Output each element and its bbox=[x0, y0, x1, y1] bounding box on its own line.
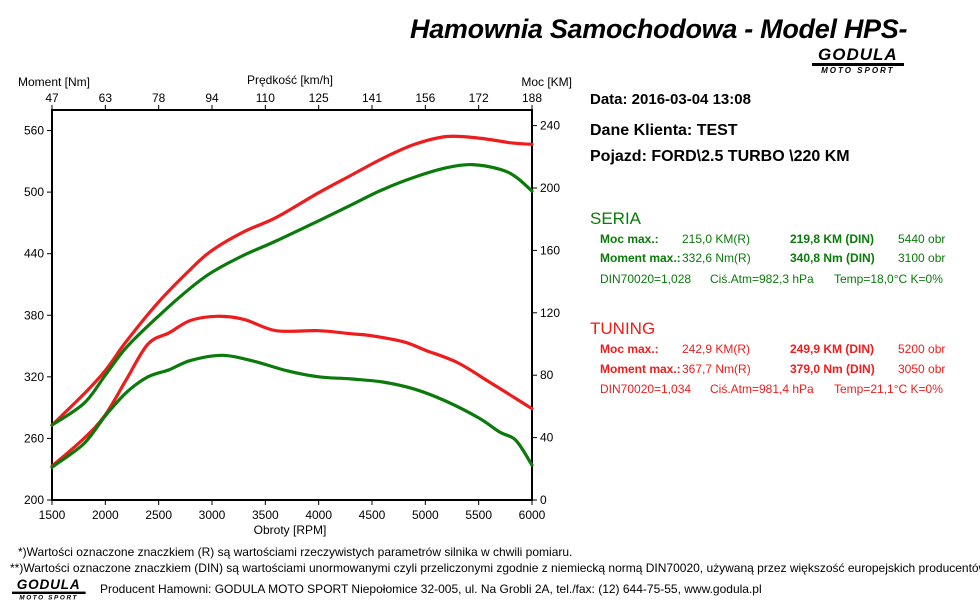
seria-din-factor: DIN70020=1,028 bbox=[600, 272, 692, 286]
tuning-atm: Ciś.Atm=981,4 hPa bbox=[710, 382, 814, 396]
x-tick-label: 4000 bbox=[305, 508, 332, 522]
top-tick-label: 125 bbox=[309, 91, 329, 105]
seria-title: SERIA bbox=[590, 209, 642, 228]
right-tick-label: 40 bbox=[540, 431, 554, 445]
seria-power-r: 215,0 KM(R) bbox=[682, 232, 751, 246]
tuning-title: TUNING bbox=[590, 319, 656, 338]
x-tick-label: 3500 bbox=[252, 508, 279, 522]
right-tick-label: 120 bbox=[540, 306, 560, 320]
x-tick-label: 2500 bbox=[145, 508, 172, 522]
x-tick-label: 5500 bbox=[465, 508, 492, 522]
left-tick-label: 380 bbox=[24, 308, 44, 322]
top-tick-label: 141 bbox=[362, 91, 382, 105]
left-tick-label: 500 bbox=[24, 185, 44, 199]
date-text: Data: 2016-03-04 13:08 bbox=[590, 91, 751, 108]
top-axis-label: Prędkość [km/h] bbox=[247, 73, 333, 87]
seria-atm: Ciś.Atm=982,3 hPa bbox=[710, 272, 814, 286]
x-tick-label: 5000 bbox=[412, 508, 439, 522]
logo-sub-text: MOTO SPORT bbox=[821, 66, 895, 75]
client-text: Dane Klienta: TEST bbox=[590, 122, 738, 139]
producer-text: Producent Hamowni: GODULA MOTO SPORT Nie… bbox=[100, 582, 762, 596]
right-tick-label: 200 bbox=[540, 181, 560, 195]
bottom-axis-label: Obroty [RPM] bbox=[254, 523, 327, 537]
godula-logo-footer: GODULA MOTO SPORT bbox=[12, 578, 86, 602]
left-tick-label: 200 bbox=[24, 493, 44, 507]
top-tick-label: 94 bbox=[205, 91, 219, 105]
left-tick-label: 320 bbox=[24, 370, 44, 384]
tuning-torque-r: 367,7 Nm(R) bbox=[682, 362, 751, 376]
right-tick-label: 160 bbox=[540, 243, 560, 257]
right-tick-label: 240 bbox=[540, 119, 560, 133]
tuning-power-rpm: 5200 obr bbox=[898, 342, 946, 356]
footnote-din: **)Wartości oznaczone znaczkiem (DIN) są… bbox=[10, 561, 980, 575]
seria-temp: Temp=18,0°C K=0% bbox=[834, 272, 943, 286]
x-tick-label: 6000 bbox=[519, 508, 546, 522]
right-axis-label: Moc [KM] bbox=[521, 75, 572, 89]
dyno-chart: Moment [Nm] Prędkość [km/h] Moc [KM] Obr… bbox=[18, 73, 572, 537]
top-tick-label: 47 bbox=[45, 91, 59, 105]
vehicle-text: Pojazd: FORD\2.5 TURBO \220 KM bbox=[590, 148, 850, 165]
godula-logo: GODULA MOTO SPORT bbox=[812, 46, 904, 76]
plot-frame bbox=[51, 109, 533, 501]
tuning-torque-line bbox=[50, 314, 534, 468]
right-tick-label: 80 bbox=[540, 368, 554, 382]
tuning-torque-din: 379,0 Nm (DIN) bbox=[790, 362, 875, 376]
x-tick-label: 1500 bbox=[39, 508, 66, 522]
seria-torque-din: 340,8 Nm (DIN) bbox=[790, 251, 875, 265]
seria-torque-line bbox=[50, 353, 534, 469]
x-tick-label: 4500 bbox=[359, 508, 386, 522]
footer-logo-main-text: GODULA bbox=[12, 578, 86, 594]
footer-logo-sub-text: MOTO SPORT bbox=[19, 594, 79, 602]
seria-torque-r: 332,6 Nm(R) bbox=[682, 251, 751, 265]
top-tick-label: 63 bbox=[99, 91, 113, 105]
left-tick-label: 440 bbox=[24, 247, 44, 261]
tuning-din-factor: DIN70020=1,034 bbox=[600, 382, 692, 396]
seria-power-rpm: 5440 obr bbox=[898, 232, 946, 246]
footnote-r: *)Wartości oznaczone znaczkiem (R) są wa… bbox=[18, 545, 573, 559]
tuning-power-r: 242,9 KM(R) bbox=[682, 342, 751, 356]
left-tick-label: 560 bbox=[24, 124, 44, 138]
tuning-power-label: Moc max.: bbox=[600, 342, 659, 356]
tuning-torque-label: Moment max.: bbox=[600, 362, 681, 376]
seria-torque-rpm: 3100 obr bbox=[898, 251, 946, 265]
top-tick-label: 172 bbox=[469, 91, 489, 105]
right-tick-label: 0 bbox=[540, 493, 547, 507]
seria-power-line bbox=[50, 162, 534, 427]
tuning-temp: Temp=21,1°C K=0% bbox=[834, 382, 943, 396]
logo-main-text: GODULA bbox=[812, 46, 904, 66]
x-tick-label: 2000 bbox=[92, 508, 119, 522]
axis-ticks: 1500 2000 2500 3000 3500 4000 4500 5000 5500 6000… bbox=[24, 91, 560, 522]
tuning-power-line bbox=[50, 134, 534, 427]
left-axis-label: Moment [Nm] bbox=[18, 75, 90, 89]
seria-torque-label: Moment max.: bbox=[600, 251, 681, 265]
x-tick-label: 3000 bbox=[199, 508, 226, 522]
seria-power-label: Moc max.: bbox=[600, 232, 659, 246]
data-lines bbox=[50, 134, 534, 469]
tuning-power-din: 249,9 KM (DIN) bbox=[790, 342, 875, 356]
page-title: Hamownia Samochodowa - Model HPS- bbox=[410, 14, 908, 44]
top-tick-label: 188 bbox=[522, 91, 542, 105]
seria-power-din: 219,8 KM (DIN) bbox=[790, 232, 875, 246]
tuning-torque-rpm: 3050 obr bbox=[898, 362, 946, 376]
left-tick-label: 260 bbox=[24, 431, 44, 445]
top-tick-label: 78 bbox=[152, 91, 166, 105]
top-tick-label: 110 bbox=[256, 91, 275, 105]
top-tick-label: 156 bbox=[415, 91, 435, 105]
